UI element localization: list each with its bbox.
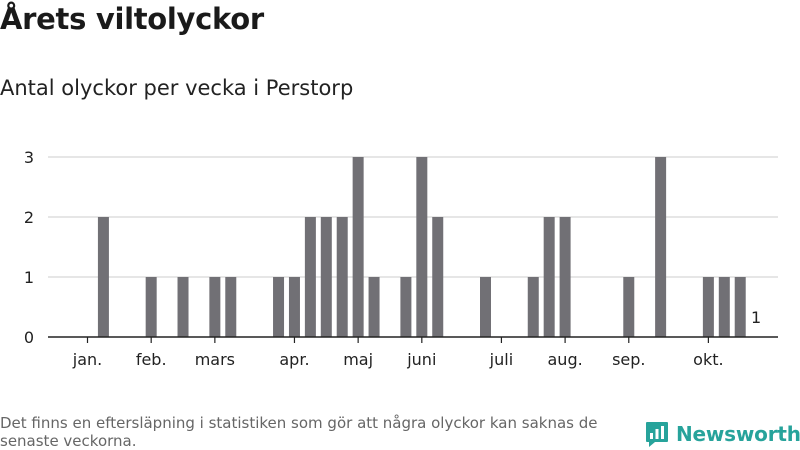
x-tick-label: feb. [136,350,167,369]
newsworthy-logo-icon [646,422,668,447]
bar-chart: 0 1 2 3 1 jan. feb. mars apr. maj juni juli aug. sep.… [24,148,778,369]
x-tick-label: sep. [612,350,645,369]
bar [209,277,221,337]
bar [480,277,491,337]
bar [145,277,157,337]
bar [416,157,428,337]
x-tick-label: maj [343,350,373,369]
x-tick-label: aug. [548,350,583,369]
bar [527,277,539,337]
bar [288,277,300,337]
y-tick-label: 2 [24,208,34,227]
chart-subtitle: Antal olyckor per vecka i Perstorp [0,76,354,100]
bar [702,277,714,337]
x-tick-label: mars [195,350,235,369]
bar [320,217,332,337]
bar [734,277,746,337]
x-tick-label: juni [406,350,436,369]
bar [368,277,380,337]
newsworthy-logo: Newsworthy [645,420,800,448]
chart-title: Årets viltolyckor [0,2,264,36]
x-tick-label: okt. [693,350,723,369]
bar [97,217,109,337]
bar [400,277,412,337]
bar [623,277,635,337]
bar [543,217,555,337]
bar [273,277,285,337]
x-tick-label: jan. [72,350,102,369]
newsworthy-logo-text: Newsworthy [676,422,800,446]
x-tick-label: apr. [279,350,309,369]
bar [432,217,444,337]
bar [352,157,364,337]
bar [559,217,571,337]
bar [718,277,730,337]
bar [336,217,348,337]
data-label: 1 [751,308,761,327]
bar [225,277,237,337]
y-tick-label: 1 [24,268,34,287]
y-tick-label: 3 [24,148,34,167]
bar [177,277,189,337]
y-tick-label: 0 [24,328,34,347]
x-tick-label: juli [489,350,513,369]
footnote: Det finns en eftersläpning i statistiken… [0,414,598,450]
bar [304,217,316,337]
bar [655,157,667,337]
